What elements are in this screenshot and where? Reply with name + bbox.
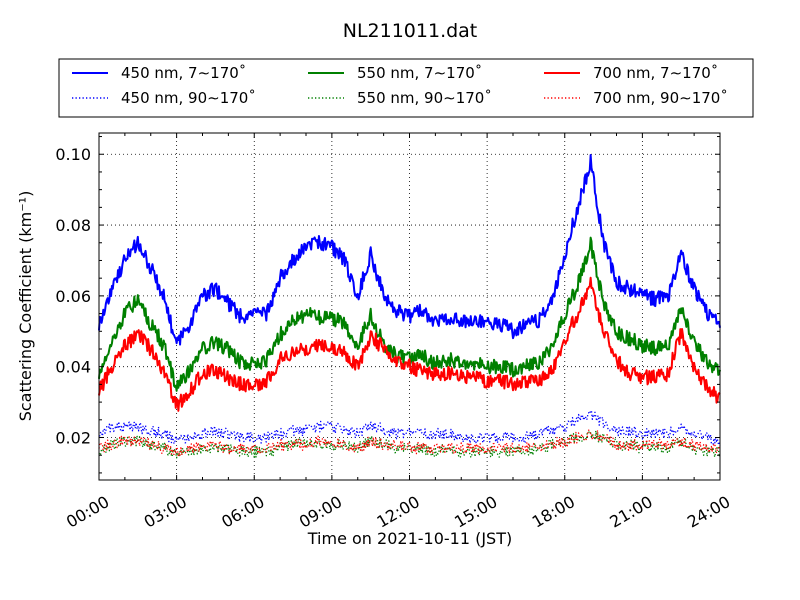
- legend-label-3: 700 nm, 7∼170˚: [593, 64, 718, 82]
- y-axis-label: Scattering Coefficient (km⁻¹): [16, 191, 35, 422]
- legend-label-1: 450 nm, 7∼170˚: [121, 64, 246, 82]
- legend: 450 nm, 7∼170˚ 550 nm, 7∼170˚ 700 nm, 7∼17…: [58, 58, 754, 118]
- legend-box: [58, 58, 754, 118]
- y-tick-label: 0.04: [55, 358, 91, 377]
- x-tick-label: 21:00: [606, 492, 655, 532]
- legend-label-2: 550 nm, 7∼170˚: [357, 64, 482, 82]
- series-line-3: [98, 276, 721, 412]
- series-line-1: [98, 154, 721, 346]
- x-tick-label: 06:00: [218, 492, 267, 532]
- y-tick-label: 0.10: [55, 145, 91, 164]
- y-tick-label: 0.02: [55, 429, 91, 448]
- x-tick-label: 03:00: [141, 492, 190, 532]
- x-tick-label: 18:00: [529, 492, 578, 532]
- x-tick-label: 00:00: [63, 492, 112, 532]
- legend-label-4: 450 nm, 90∼170˚: [121, 89, 256, 107]
- x-tick-label: 12:00: [373, 492, 422, 532]
- y-tick-label: 0.06: [55, 287, 91, 306]
- series-line-6: [98, 429, 721, 457]
- y-tick-label: 0.08: [55, 216, 91, 235]
- series-line-4: [98, 409, 721, 447]
- legend-label-6: 700 nm, 90∼170˚: [593, 89, 728, 107]
- legend-label-5: 550 nm, 90∼170˚: [357, 89, 492, 107]
- series-line-2: [98, 236, 721, 392]
- x-tick-label: 15:00: [451, 492, 500, 532]
- chart-title: NL211011.dat: [343, 20, 478, 42]
- x-tick-label: 24:00: [684, 492, 733, 532]
- x-tick-label: 09:00: [296, 492, 345, 532]
- x-axis-label: Time on 2021-10-11 (JST): [307, 529, 512, 548]
- series-layer: [98, 154, 721, 459]
